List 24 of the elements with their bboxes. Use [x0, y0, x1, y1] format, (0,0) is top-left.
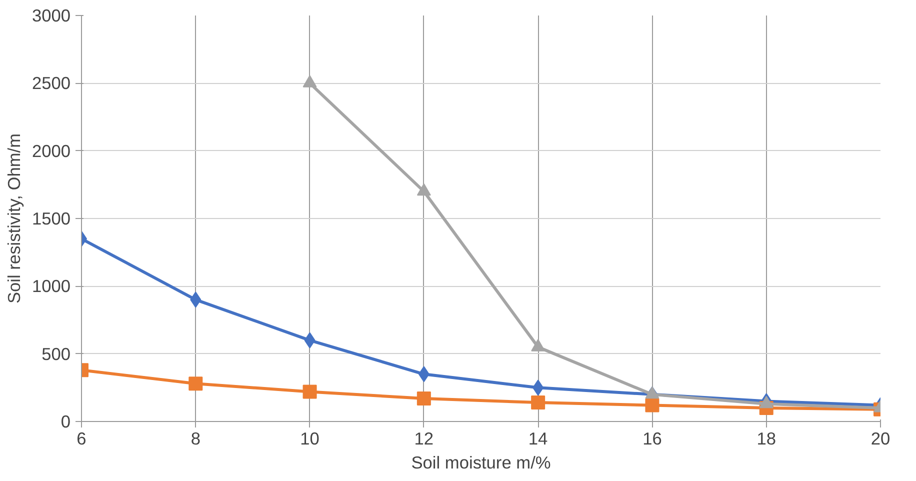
x-tick-label: 12 [414, 428, 434, 448]
y-axis-title: Soil resistivity, Ohm/m [4, 133, 24, 304]
x-tick-label: 20 [870, 428, 890, 448]
x-tick-label: 18 [756, 428, 776, 448]
y-tick-label: 2500 [32, 73, 71, 94]
point [302, 384, 317, 399]
y-tick-label: 1500 [32, 208, 71, 228]
x-tick-label: 16 [642, 428, 662, 448]
point [188, 376, 203, 391]
x-tick-label: 6 [76, 428, 86, 448]
y-tick-label: 1000 [32, 276, 71, 296]
point [302, 75, 317, 88]
y-tick-label: 0 [60, 412, 71, 432]
point [645, 398, 660, 412]
x-tick-label: 14 [528, 428, 548, 448]
point [416, 391, 431, 406]
x-tick-label: 8 [190, 428, 200, 448]
point [416, 183, 431, 196]
x-tick-label: 10 [300, 428, 320, 448]
y-tick-label: 500 [42, 344, 71, 364]
y-tick-label: 2000 [32, 140, 71, 161]
point [531, 396, 546, 410]
x-axis-title: Soil moisture m/% [411, 452, 551, 472]
y-tick-label: 3000 [32, 6, 71, 26]
